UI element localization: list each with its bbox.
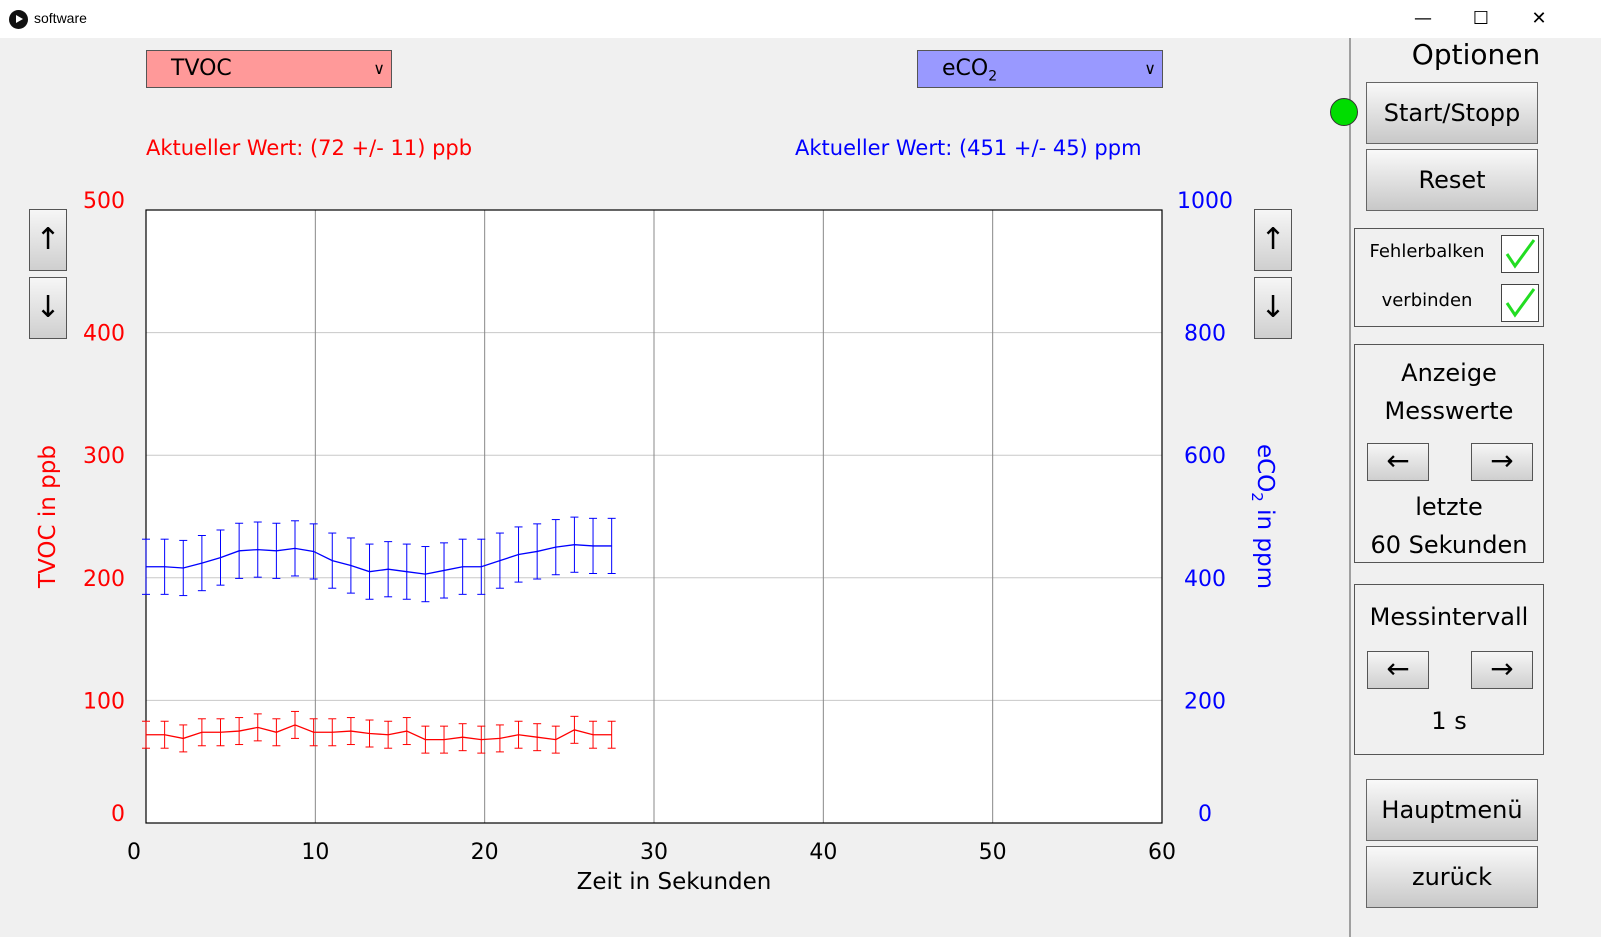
- series-line-eco2: [146, 544, 612, 575]
- y2-tick-label: 200: [1184, 689, 1226, 714]
- y-tick-label: 500: [83, 189, 125, 214]
- y2-tick-label: 400: [1184, 567, 1226, 592]
- up-arrow-icon: ↑: [35, 222, 61, 257]
- tvoc-select[interactable]: TVOC ∨: [146, 50, 392, 88]
- display-range-panel: Anzeige Messwerte ← → letzte 60 Sekunden: [1354, 344, 1544, 563]
- tvoc-select-label: TVOC: [171, 56, 232, 81]
- connect-label: verbinden: [1381, 290, 1473, 311]
- display-range-value-2: 60 Sekunden: [1370, 531, 1528, 559]
- y-axis-title: TVOC in ppb: [35, 445, 61, 589]
- back-button[interactable]: zurück: [1366, 846, 1538, 908]
- eco2-scale-up-button[interactable]: ↑: [1254, 209, 1292, 271]
- status-led: [1330, 98, 1358, 126]
- y-tick-label: 300: [83, 444, 125, 469]
- maximize-button[interactable]: ☐: [1472, 8, 1490, 29]
- close-button[interactable]: ✕: [1531, 8, 1547, 29]
- connect-checkbox[interactable]: [1501, 284, 1539, 322]
- main-menu-button[interactable]: Hauptmenü: [1366, 779, 1538, 841]
- x-tick-label: 30: [640, 840, 668, 865]
- y2-tick-label: 600: [1184, 444, 1226, 469]
- left-arrow-icon: ←: [1386, 444, 1410, 477]
- chevron-down-icon: ∨: [1144, 59, 1156, 78]
- y2-tick-label: 800: [1184, 322, 1226, 347]
- left-arrow-icon: ←: [1386, 652, 1410, 685]
- measurement-chart: 0 10 20 30 40 50 60010020030040050002004006008…: [35, 189, 1278, 895]
- x-axis-title: Zeit in Sekunden: [577, 869, 772, 895]
- x-tick-label: 50: [979, 840, 1007, 865]
- series-line-tvoc: [146, 724, 612, 741]
- display-range-next-button[interactable]: →: [1471, 443, 1533, 481]
- minimize-button[interactable]: —: [1414, 8, 1432, 29]
- x-tick-label: 20: [471, 840, 499, 865]
- y2-axis-title: eCO2 in ppm: [1248, 444, 1278, 589]
- eco2-scale-down-button[interactable]: ↓: [1254, 277, 1292, 339]
- title-bar: software — ☐ ✕: [0, 0, 1601, 38]
- window-title: software: [34, 10, 87, 26]
- tvoc-scale-down-button[interactable]: ↓: [29, 277, 67, 339]
- eco2-select-subscript: 2: [988, 68, 998, 85]
- error-bars-checkbox[interactable]: [1501, 235, 1539, 273]
- options-title: Optionen: [1411, 38, 1541, 71]
- options-sidebar: Optionen Start/Stopp Reset Fehlerbalken …: [1330, 38, 1601, 937]
- tvoc-current-value: Aktueller Wert: (72 +/- 11) ppb: [146, 136, 473, 160]
- right-arrow-icon: →: [1490, 444, 1514, 477]
- interval-title: Messintervall: [1369, 603, 1529, 631]
- chevron-down-icon: ∨: [373, 59, 385, 78]
- interval-next-button[interactable]: →: [1471, 651, 1533, 689]
- reset-button[interactable]: Reset: [1366, 149, 1538, 211]
- x-tick-label: 10: [301, 840, 329, 865]
- error-bars-label: Fehlerbalken: [1369, 241, 1485, 262]
- x-tick-label: 60: [1148, 840, 1176, 865]
- checkmark-icon: [1505, 239, 1536, 269]
- checkmark-icon: [1505, 288, 1536, 318]
- display-range-value-1: letzte: [1415, 493, 1483, 521]
- y-tick-label: 400: [83, 322, 125, 347]
- interval-value: 1 s: [1431, 707, 1467, 735]
- y-tick-label: 100: [83, 689, 125, 714]
- eco2-current-value: Aktueller Wert: (451 +/- 45) ppm: [795, 136, 1142, 160]
- plot-frame: [145, 209, 1163, 824]
- x-tick-label: 40: [809, 840, 837, 865]
- right-arrow-icon: →: [1490, 652, 1514, 685]
- down-arrow-icon: ↓: [1260, 290, 1286, 325]
- y-tick-label: 0: [111, 802, 125, 827]
- display-range-prev-button[interactable]: ←: [1367, 443, 1429, 481]
- app-play-icon: [9, 10, 28, 29]
- y-tick-label: 200: [83, 567, 125, 592]
- up-arrow-icon: ↑: [1260, 222, 1286, 257]
- display-label-1: Anzeige: [1401, 359, 1497, 387]
- y2-tick-label: 0: [1198, 802, 1212, 827]
- y2-tick-label: 1000: [1177, 189, 1233, 214]
- eco2-select-label: eCO: [942, 56, 989, 81]
- eco2-select[interactable]: eCO2 ∨: [917, 50, 1163, 88]
- tvoc-scale-up-button[interactable]: ↑: [29, 209, 67, 271]
- x-tick-label: 0: [127, 840, 141, 865]
- display-label-2: Messwerte: [1384, 397, 1514, 425]
- start-stop-button[interactable]: Start/Stopp: [1366, 82, 1538, 144]
- interval-panel: Messintervall ← → 1 s: [1354, 584, 1544, 755]
- display-options-panel: Fehlerbalken verbinden: [1354, 228, 1544, 327]
- down-arrow-icon: ↓: [35, 290, 61, 325]
- interval-prev-button[interactable]: ←: [1367, 651, 1429, 689]
